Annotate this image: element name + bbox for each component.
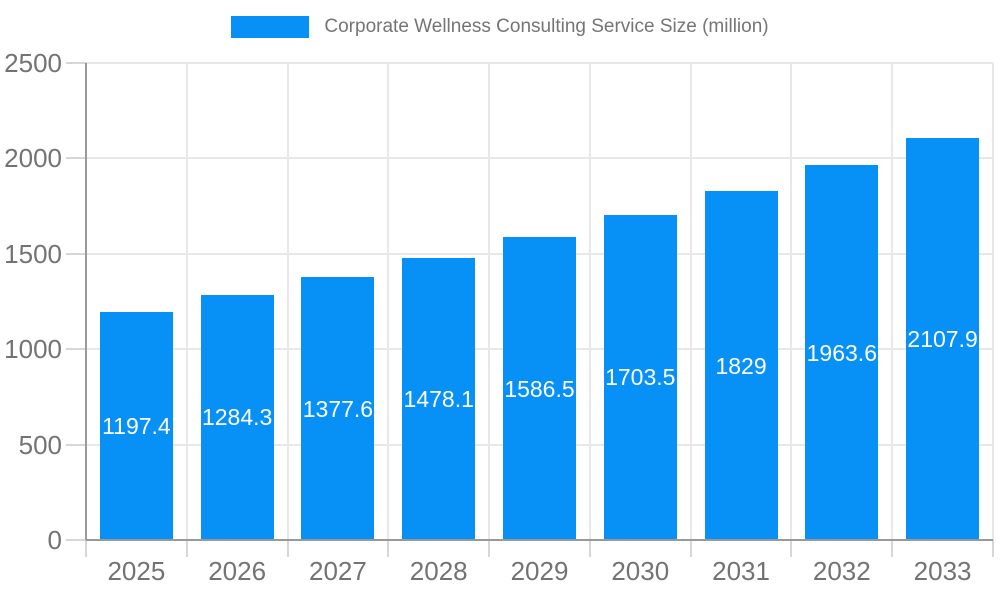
x-axis-tick <box>689 540 692 557</box>
x-axis-tick <box>387 540 390 557</box>
x-axis-tick <box>891 540 894 557</box>
x-tick-label: 2033 <box>913 556 972 586</box>
y-tick-label: 2500 <box>4 48 62 78</box>
gridline-vertical <box>790 63 793 540</box>
bar[interactable]: 1829 <box>704 191 778 540</box>
y-tick-label: 1500 <box>4 238 62 269</box>
y-tick-label: 500 <box>18 429 62 460</box>
bar-value-label: 1478.1 <box>403 385 474 412</box>
y-axis-line <box>85 63 87 540</box>
x-tick-label: 2025 <box>107 556 166 586</box>
gridline-horizontal <box>86 62 993 64</box>
bar[interactable]: 1284.3 <box>200 294 274 540</box>
y-axis-tick <box>66 157 86 160</box>
x-tick-label: 2026 <box>208 556 267 586</box>
gridline-vertical <box>185 63 188 540</box>
legend-label: Corporate Wellness Consulting Service Si… <box>324 16 769 37</box>
bar[interactable]: 1963.6 <box>805 165 879 540</box>
x-axis-tick <box>185 540 188 557</box>
gridline-vertical <box>286 63 289 540</box>
y-tick-label: 1000 <box>4 334 62 365</box>
x-axis-tick <box>992 540 994 557</box>
x-axis-tick <box>588 540 591 557</box>
y-axis-tick <box>66 443 86 446</box>
bar-value-label: 1284.3 <box>201 404 273 431</box>
bar[interactable]: 1478.1 <box>402 257 476 540</box>
gridline-horizontal <box>86 157 993 160</box>
x-axis-tick <box>488 540 491 557</box>
x-axis-tick <box>286 540 289 557</box>
bar[interactable]: 2107.9 <box>906 137 980 540</box>
y-tick-label: 0 <box>47 525 62 555</box>
plot-area: 1197.4 1284.3 1377.6 1478.1 1586.5 1703.5 1829… <box>66 62 994 557</box>
x-axis-line <box>86 539 993 541</box>
y-axis-tick <box>66 252 86 255</box>
x-tick-label: 2028 <box>409 556 468 586</box>
legend-swatch <box>231 16 310 38</box>
x-tick-label: 2029 <box>510 556 569 586</box>
gridline-vertical <box>891 63 894 540</box>
x-tick-label: 2031 <box>712 556 770 586</box>
gridline-vertical <box>488 63 491 540</box>
y-axis-tick <box>66 62 86 64</box>
bar-value-label: 1829 <box>715 352 767 379</box>
gridline-vertical <box>992 63 994 540</box>
x-tick-label: 2032 <box>812 556 871 586</box>
gridline-vertical <box>588 63 591 540</box>
x-axis-tick <box>790 540 793 557</box>
gridline-vertical <box>387 63 390 540</box>
bar-value-label: 2107.9 <box>907 325 978 352</box>
bar-value-label: 1377.6 <box>302 395 374 422</box>
bar[interactable]: 1586.5 <box>503 237 576 540</box>
bar[interactable]: 1703.5 <box>603 214 677 540</box>
bar[interactable]: 1377.6 <box>301 277 375 540</box>
y-axis-tick <box>66 348 86 351</box>
gridline-vertical <box>689 63 692 540</box>
bar-value-label: 1703.5 <box>605 364 676 391</box>
y-tick-label: 2000 <box>4 143 62 174</box>
x-tick-label: 2027 <box>309 556 367 586</box>
bar-value-label: 1586.5 <box>504 375 575 402</box>
legend[interactable]: Corporate Wellness Consulting Service Si… <box>0 16 1000 38</box>
y-axis-tick <box>66 539 86 541</box>
x-axis-tick <box>85 540 87 557</box>
bar-value-label: 1197.4 <box>102 412 171 439</box>
bar-value-label: 1963.6 <box>806 339 877 366</box>
bar[interactable]: 1197.4 <box>99 311 173 540</box>
x-tick-label: 2030 <box>611 556 670 586</box>
